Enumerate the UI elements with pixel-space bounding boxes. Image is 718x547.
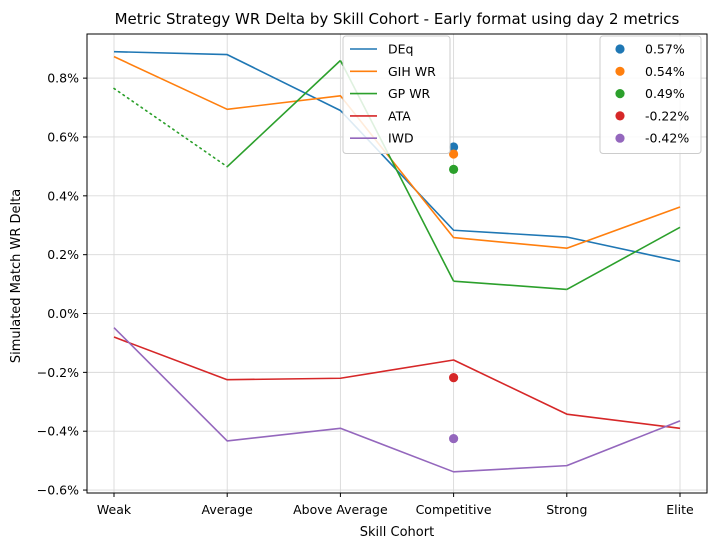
legend-average-label-3: -0.22% xyxy=(645,108,689,123)
legend-average-label-4: -0.42% xyxy=(645,131,689,146)
legend-label-ata: ATA xyxy=(388,108,411,123)
series-line-gih-wr xyxy=(113,55,681,249)
y-tick-label-0: −0.6% xyxy=(37,483,79,498)
average-point-4 xyxy=(449,433,459,444)
x-tick-label-above-average: Above Average xyxy=(293,502,388,517)
y-tick-label-7: 0.8% xyxy=(47,71,79,86)
legend-average-marker-1 xyxy=(615,66,625,76)
series-segment-gp-wr-4 xyxy=(566,226,681,291)
legend-average-marker-3 xyxy=(615,111,625,121)
series-lines xyxy=(113,50,681,473)
series-line-iwd xyxy=(113,327,681,473)
series-segment-gp-wr-1 xyxy=(226,59,341,168)
x-tick-label-weak: Weak xyxy=(97,502,132,517)
chart-title: Metric Strategy WR Delta by Skill Cohort… xyxy=(115,10,680,28)
average-point-3 xyxy=(449,373,459,383)
legend-label-gp-wr: GP WR xyxy=(388,86,431,101)
legends: DEq GIH WR GP WR ATA IWD 0.57% 0.54% 0.49% -0.22… xyxy=(342,35,702,154)
legend-label-gih-wr: GIH WR xyxy=(388,64,436,79)
x-tick-label-elite: Elite xyxy=(666,502,694,517)
axes: −0.6% −0.4% −0.2% 0.0% 0.2% 0.4% 0.6% 0.8% Weak A… xyxy=(37,33,708,517)
y-axis-label: Simulated Match WR Delta xyxy=(9,189,24,363)
series-line-ata xyxy=(113,336,681,430)
y-tick-label-4: 0.2% xyxy=(47,247,79,262)
legend-average-label-1: 0.54% xyxy=(645,64,685,79)
average-point-2 xyxy=(449,164,459,174)
x-axis-label: Skill Cohort xyxy=(360,525,434,540)
average-points xyxy=(449,142,459,444)
legend-series-box xyxy=(342,35,451,154)
legend-average-marker-2 xyxy=(615,89,625,99)
legend-averages-box xyxy=(599,35,702,154)
legend-label-iwd: IWD xyxy=(388,131,414,146)
plot-frame xyxy=(86,33,708,494)
average-point-1 xyxy=(449,149,459,159)
legend-average-label-2: 0.49% xyxy=(645,86,685,101)
y-tick-label-6: 0.6% xyxy=(47,129,79,144)
y-tick-label-1: −0.4% xyxy=(37,424,79,439)
series-segment-gp-wr-3 xyxy=(453,280,567,291)
y-tick-label-5: 0.4% xyxy=(47,188,79,203)
legend-label-deq: DEq xyxy=(388,42,413,57)
legend-average-marker-0 xyxy=(615,44,625,54)
x-tick-label-average: Average xyxy=(202,502,254,517)
x-tick-label-competitive: Competitive xyxy=(416,502,492,517)
average-point-0 xyxy=(449,142,459,152)
x-tick-label-strong: Strong xyxy=(546,502,587,517)
y-tick-label-2: −0.2% xyxy=(37,365,79,380)
y-tick-label-3: 0.0% xyxy=(47,306,79,321)
legend-average-marker-4 xyxy=(615,133,625,143)
series-segment-gp-wr-0 xyxy=(113,87,228,168)
legend-average-label-0: 0.57% xyxy=(645,42,685,57)
